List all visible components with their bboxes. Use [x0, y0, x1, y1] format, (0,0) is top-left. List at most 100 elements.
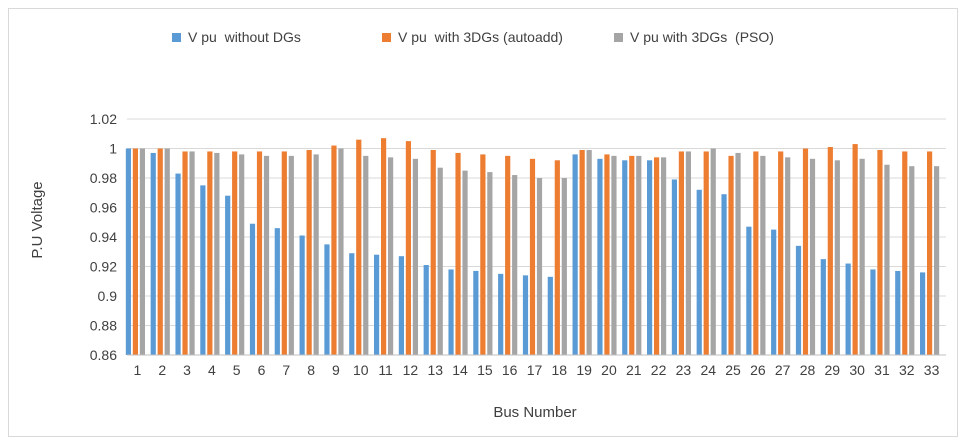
bar-chart: 1 2 3 4 5 6 7 8 9 10 11 12 13 14 15 16 17 18 19 20 21 22 23 24 2… [29, 29, 946, 421]
bar-pso [164, 148, 170, 355]
bars [125, 138, 940, 355]
bar-autoadd [430, 149, 436, 355]
x-tick-label: 4 [208, 362, 216, 378]
x-tick-label: 1 [134, 362, 142, 378]
bar-pso [710, 148, 716, 355]
legend: V pu without DGs V pu with 3DGs (autoadd)… [172, 29, 774, 45]
bar-autoadd [331, 145, 337, 355]
bar-pso [660, 157, 667, 355]
bar-pso [561, 178, 567, 355]
bar-pso [685, 151, 692, 355]
bar-pso [462, 170, 468, 355]
bar-pso [611, 155, 617, 355]
chart-frame: 1 2 3 4 5 6 7 8 9 10 11 12 13 14 15 16 17 18 19 20 21 22 23 24 2… [8, 8, 958, 437]
bar-without-dgs [125, 148, 132, 355]
x-tick-label: 17 [527, 362, 543, 378]
bar-autoadd [505, 155, 511, 355]
bar-without-dgs [721, 194, 727, 355]
bar-pso [387, 157, 394, 355]
x-tick-label: 18 [552, 362, 568, 378]
bar-autoadd [232, 151, 238, 355]
bar-without-dgs [795, 245, 802, 355]
y-axis-title: P.U Voltage [29, 181, 46, 258]
bar-autoadd [132, 148, 139, 355]
bar-pso [834, 160, 840, 355]
x-tick-label: 7 [282, 362, 290, 378]
bar-pso [512, 175, 518, 355]
bar-without-dgs [820, 259, 826, 355]
legend-label: V pu without DGs [188, 29, 301, 45]
bar-autoadd [753, 151, 759, 355]
bar-pso [263, 155, 270, 355]
bar-autoadd [653, 157, 660, 355]
y-tick-label: 0.98 [90, 170, 117, 186]
x-tick-label: 3 [183, 362, 191, 378]
bar-autoadd [778, 151, 784, 355]
x-tick-label: 10 [353, 362, 369, 378]
bar-pso [859, 158, 865, 355]
bar-autoadd [827, 147, 833, 355]
x-tick-label: 12 [403, 362, 419, 378]
bar-autoadd [678, 151, 685, 355]
bar-without-dgs [150, 152, 156, 355]
x-tick-label: 22 [651, 362, 667, 378]
bar-without-dgs [622, 160, 628, 355]
x-tick-label: 6 [258, 362, 266, 378]
x-tick-label: 15 [477, 362, 493, 378]
bar-autoadd [480, 154, 486, 355]
bar-without-dgs [473, 270, 479, 355]
bar-without-dgs [895, 270, 901, 355]
bar-without-dgs [398, 256, 405, 355]
y-axis: 0.86 0.88 0.9 0.92 0.94 0.96 0.98 1 1.02 [90, 111, 117, 363]
bar-pso [437, 167, 443, 355]
bar-without-dgs [299, 235, 305, 355]
x-tick-label: 26 [750, 362, 766, 378]
bar-without-dgs [448, 269, 454, 355]
legend-swatch [614, 33, 623, 42]
bar-autoadd [703, 151, 709, 355]
bar-pso [809, 158, 816, 355]
bar-pso [239, 154, 245, 355]
x-tick-label: 27 [775, 362, 791, 378]
bar-autoadd [306, 149, 312, 355]
y-tick-label: 0.96 [90, 200, 117, 216]
y-tick-label: 1 [109, 141, 117, 157]
bar-autoadd [604, 154, 610, 355]
bar-pso [189, 151, 195, 355]
bar-autoadd [579, 149, 585, 355]
bar-without-dgs [522, 275, 529, 355]
bar-autoadd [877, 149, 883, 355]
bar-pso [933, 166, 940, 355]
bar-without-dgs [373, 254, 380, 355]
y-tick-label: 1.02 [90, 111, 117, 127]
bar-autoadd [554, 160, 560, 355]
x-tick-label: 31 [874, 362, 890, 378]
x-tick-label: 25 [725, 362, 741, 378]
bar-autoadd [182, 151, 188, 355]
bar-pso [586, 149, 592, 355]
bar-autoadd [380, 138, 387, 355]
bar-without-dgs [498, 273, 504, 355]
bar-without-dgs [547, 276, 553, 355]
bar-autoadd [405, 141, 412, 355]
x-tick-label: 30 [849, 362, 865, 378]
legend-swatch [172, 33, 181, 42]
y-tick-label: 0.9 [98, 288, 118, 304]
bar-pso [412, 158, 419, 355]
bar-autoadd [157, 148, 163, 355]
x-tick-label: 16 [502, 362, 518, 378]
bar-autoadd [529, 158, 536, 355]
bar-without-dgs [845, 263, 851, 355]
x-tick-label: 32 [899, 362, 915, 378]
bar-without-dgs [249, 223, 256, 355]
x-axis: 1 2 3 4 5 6 7 8 9 10 11 12 13 14 15 16 17 18 19 20 21 22 23 24 2… [127, 354, 946, 378]
bar-without-dgs [175, 173, 181, 355]
bar-without-dgs [423, 265, 429, 355]
bar-without-dgs [771, 229, 777, 355]
x-tick-label: 5 [233, 362, 241, 378]
bar-autoadd [356, 139, 362, 355]
y-tick-label: 0.92 [90, 259, 117, 275]
x-tick-label: 13 [427, 362, 443, 378]
bar-autoadd [802, 148, 809, 355]
bar-without-dgs [646, 160, 653, 355]
